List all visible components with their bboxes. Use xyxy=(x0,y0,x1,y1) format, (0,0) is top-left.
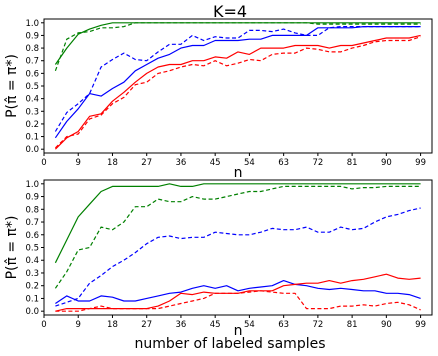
plot-frame xyxy=(43,18,433,154)
y-axis-label: P(π̂ = π*) xyxy=(4,216,20,280)
series-line-green-dashed xyxy=(54,22,421,72)
x-tick-label: 90 xyxy=(381,320,392,330)
y-tick-label: 0.2 xyxy=(25,120,39,130)
x-tick-label: 99 xyxy=(415,320,426,330)
x-tick-label: 18 xyxy=(107,158,118,168)
x-tick-label: 72 xyxy=(312,158,323,168)
y-tick-label: 0.9 xyxy=(25,31,39,41)
x-tick-label: 72 xyxy=(312,320,323,330)
top-panel: 0 9 18 27 36 45 54 63 72 81 90 99 0.0 0.1 0.2 0.3 0.4 0.5… xyxy=(4,18,433,181)
x-tick-label: 0 xyxy=(41,320,46,330)
x-tick-label: 54 xyxy=(244,158,255,168)
y-tick-label: 0.0 xyxy=(25,307,39,317)
footer-label: number of labeled samples xyxy=(134,336,325,352)
x-tick-label: 9 xyxy=(76,320,81,330)
y-tick-label: 0.1 xyxy=(25,294,39,304)
y-tick-label: 0.4 xyxy=(25,95,39,105)
series-line-red-solid xyxy=(54,34,421,150)
x-tick-label: 63 xyxy=(278,158,289,168)
series-line-red-dashed xyxy=(55,290,421,312)
y-tick-label: 0.2 xyxy=(25,282,39,292)
y-tick-label: 0.3 xyxy=(25,269,39,279)
y-tick-label: 0.9 xyxy=(25,193,39,203)
x-tick-label: 81 xyxy=(347,158,358,168)
bottom-panel: 0 9 18 27 36 45 54 63 72 81 90 99 0.0 0.1 0.2 0.3 0.4 0.5… xyxy=(4,179,433,339)
x-tick-label: 36 xyxy=(176,320,187,330)
x-axis-label: n xyxy=(234,323,243,339)
y-tick-label: 0.7 xyxy=(25,57,39,67)
y-tick-label: 0.5 xyxy=(25,82,39,92)
y-tick-label: 0.5 xyxy=(25,244,39,254)
x-tick-label: 90 xyxy=(381,158,392,168)
y-tick-label: 1.0 xyxy=(25,19,39,29)
x-axis-label: n xyxy=(234,165,243,181)
y-tick-label: 0.4 xyxy=(25,256,39,266)
x-tick-label: 45 xyxy=(210,320,221,330)
series-line-blue-dashed xyxy=(54,26,421,132)
chart-title: K=4 xyxy=(213,2,247,21)
y-tick-label: 0.8 xyxy=(25,205,39,215)
y-tick-label: 0.6 xyxy=(25,69,39,79)
series-line-blue-solid xyxy=(55,280,421,304)
x-tick-label: 54 xyxy=(244,320,255,330)
y-tick-label: 0.6 xyxy=(25,231,39,241)
y-tick-label: 0.7 xyxy=(25,218,39,228)
y-tick-label: 0.1 xyxy=(25,133,39,143)
x-tick-label: 45 xyxy=(210,158,221,168)
y-tick-label: 0.3 xyxy=(25,107,39,117)
x-tick-label: 27 xyxy=(141,158,152,168)
y-axis-label: P(π̂ = π*) xyxy=(4,54,20,118)
x-tick-label: 99 xyxy=(415,158,426,168)
series-line-green-solid xyxy=(54,183,421,264)
x-tick-label: 63 xyxy=(278,320,289,330)
x-tick-label: 0 xyxy=(41,158,46,168)
y-tick-label: 1.0 xyxy=(25,180,39,190)
plot-frame xyxy=(43,179,433,316)
series-line-blue-dashed xyxy=(55,207,421,307)
x-tick-label: 9 xyxy=(76,158,81,168)
series-line-red-dashed xyxy=(54,36,421,149)
x-tick-label: 27 xyxy=(141,320,152,330)
series-line-blue-solid xyxy=(54,26,421,139)
x-tick-label: 18 xyxy=(107,320,118,330)
series-line-green-dashed xyxy=(54,185,421,289)
y-tick-label: 0.8 xyxy=(25,44,39,54)
x-tick-label: 81 xyxy=(347,320,358,330)
x-tick-label: 36 xyxy=(176,158,187,168)
y-tick-label: 0.0 xyxy=(25,145,39,155)
series-line-green-solid xyxy=(54,22,421,65)
